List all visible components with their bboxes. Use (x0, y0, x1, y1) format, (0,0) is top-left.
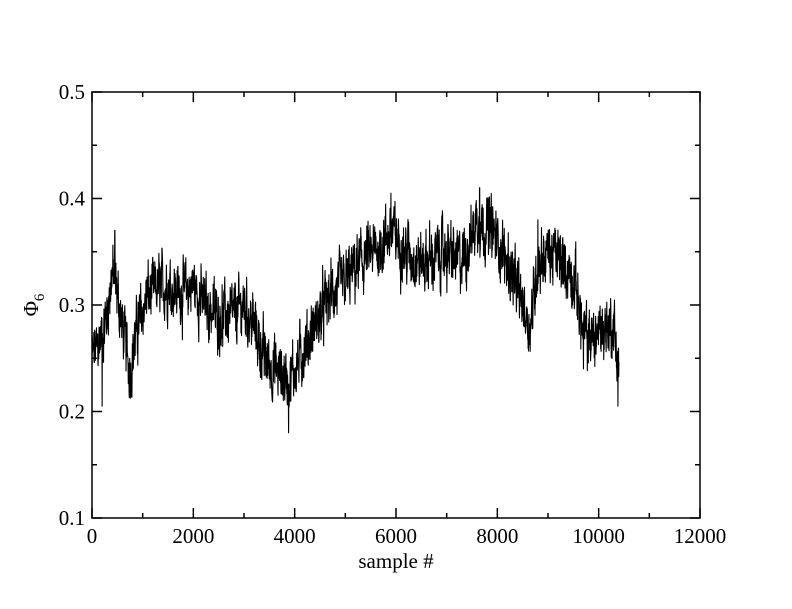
x-tick-label: 2000 (172, 524, 214, 548)
x-tick-label: 6000 (375, 524, 417, 548)
series-line (91, 187, 620, 434)
y-axis-label: Φ6 (19, 293, 48, 316)
x-axis-ticks: 0 2000 4000 6000 8000 10000 12000 (87, 92, 727, 548)
x-tick-label: 8000 (476, 524, 518, 548)
x-tick-label: 10000 (572, 524, 625, 548)
y-tick-label: 0.2 (59, 400, 85, 424)
x-axis-label: sample # (358, 549, 434, 573)
y-tick-label: 0.1 (59, 506, 85, 530)
y-axis-label-subscript: 6 (32, 293, 48, 301)
x-tick-label: 4000 (274, 524, 316, 548)
y-tick-label: 0.4 (59, 187, 86, 211)
svg-text:Φ6: Φ6 (19, 293, 48, 316)
x-tick-label: 0 (87, 524, 98, 548)
y-axis-ticks: 0.1 0.2 0.3 0.4 0.5 (59, 80, 700, 530)
series-polyline (91, 187, 620, 434)
x-tick-label: 12000 (674, 524, 727, 548)
y-tick-label: 0.5 (59, 80, 85, 104)
y-axis-label-symbol: Φ (19, 301, 43, 316)
y-tick-label: 0.3 (59, 293, 85, 317)
